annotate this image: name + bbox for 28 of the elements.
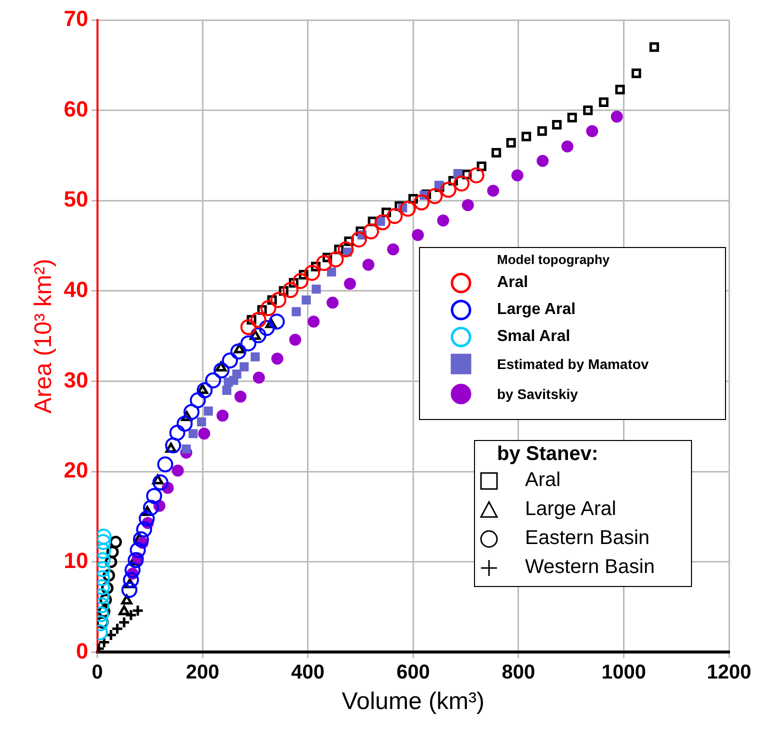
y-tick-label: 30 [64, 367, 88, 392]
y-tick-label: 40 [64, 277, 88, 302]
legend-label: Western Basin [525, 556, 655, 579]
y-tick-label: 20 [64, 458, 88, 483]
legend-label: by Savitskiy [497, 386, 578, 402]
y-tick-label: 10 [64, 548, 88, 573]
legend-label: Large Aral [497, 300, 576, 318]
x-tick-label: 200 [186, 662, 220, 684]
x-axis-title: Volume (km³) [342, 688, 484, 716]
legend-label: Estimated by Mamatov [497, 356, 649, 372]
y-tick-label: 50 [64, 186, 88, 212]
y-axis-title: Area (10³ km²) [30, 258, 58, 414]
x-tick-label: 600 [396, 662, 430, 684]
y-tick-label: 70 [64, 6, 88, 32]
x-tick-label: 400 [291, 662, 325, 684]
legend-label: Aral [525, 469, 561, 492]
x-tick-label: 1200 [706, 662, 752, 684]
legend-label: Aral [497, 274, 528, 292]
x-tick-label: 0 [92, 662, 103, 684]
annotation: by Stanev: [497, 443, 600, 466]
legend-label: Large Aral [525, 498, 616, 521]
y-tick-label: 60 [64, 96, 88, 122]
y-tick-label: 0 [76, 638, 88, 664]
legend-label: Smal Aral [497, 328, 570, 346]
x-tick-label: 1000 [601, 662, 646, 684]
legend-title: Model topography [497, 252, 611, 267]
legend-label: Eastern Basin [525, 527, 650, 550]
x-tick-label: 800 [502, 662, 536, 684]
